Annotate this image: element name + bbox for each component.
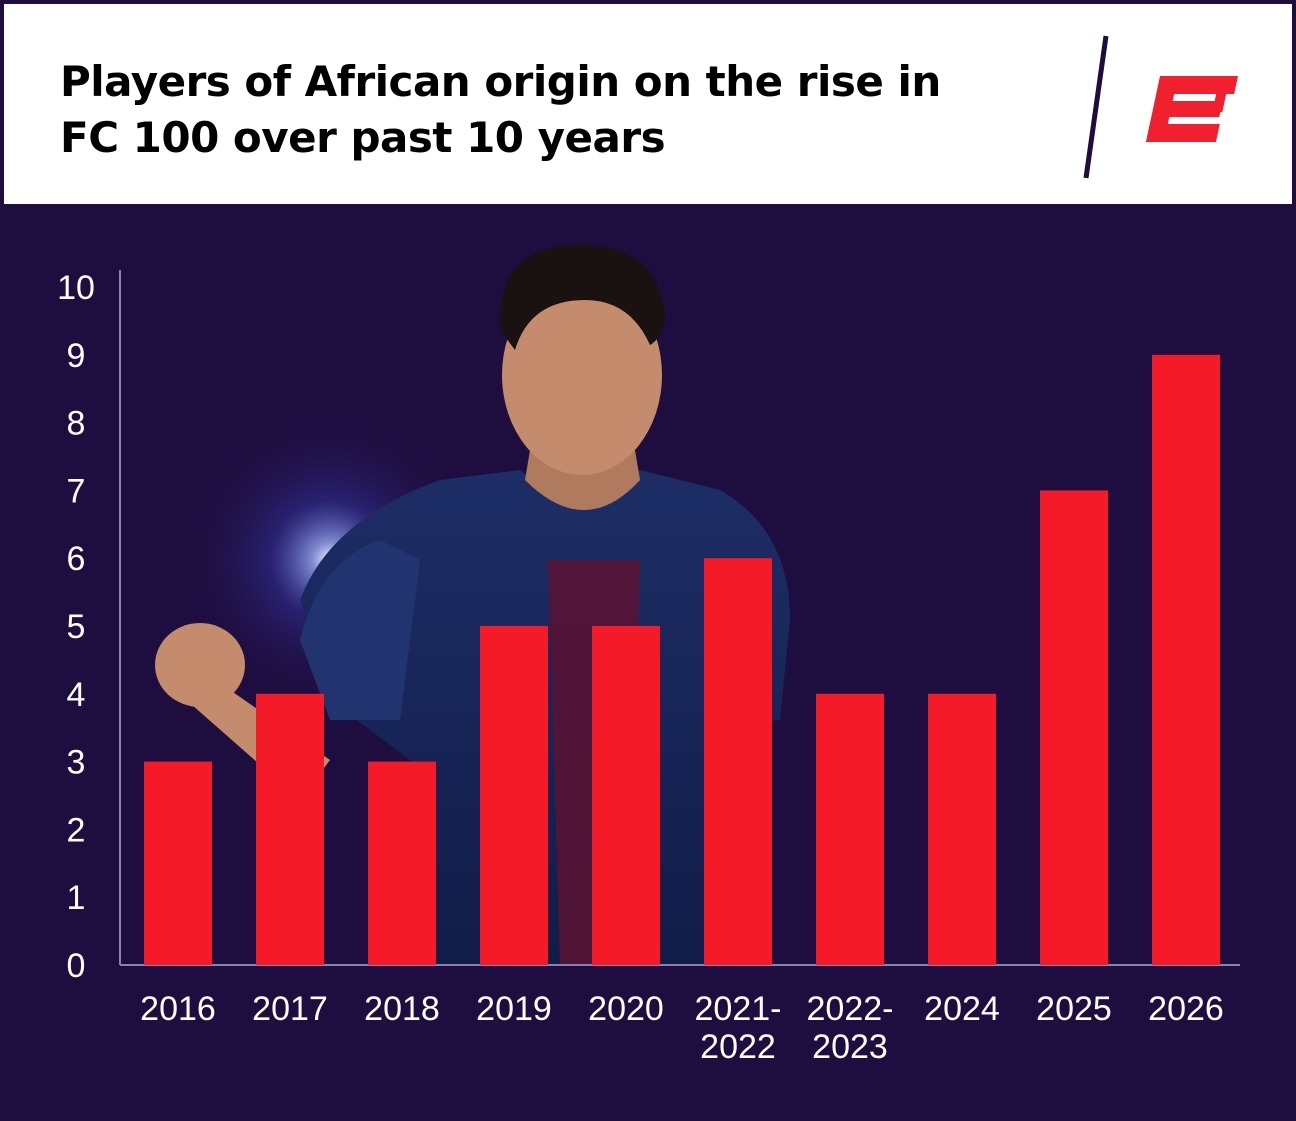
y-tick-label: 6 [67,540,86,578]
y-tick-label: 9 [67,337,86,375]
bar [704,558,772,965]
header-panel: Players of African origin on the rise in… [4,4,1292,204]
x-tick-label: 2022-2023 [807,990,894,1066]
bar [1040,490,1108,965]
y-tick-label: 7 [67,472,86,510]
x-tick-label: 2026 [1148,990,1224,1028]
player-sleeve [300,540,420,720]
player-hair [499,244,665,350]
bar [144,761,212,965]
y-tick-label: 2 [67,811,86,849]
x-tick-label: 2016 [140,990,216,1028]
bar [592,626,660,965]
x-tick-label: 2025 [1036,990,1112,1028]
espn-logo [1074,32,1274,182]
y-axis-ticks: 0 1 2 3 4 5 6 7 8 9 10 [57,269,95,985]
x-tick-label: 2021-2022 [695,990,782,1066]
y-tick-label: 1 [67,879,86,917]
page-title: Players of African origin on the rise in… [60,57,941,162]
x-tick-label: 2019 [476,990,552,1028]
x-tick-label: 2020 [588,990,664,1028]
x-tick-label: 2017 [252,990,328,1028]
player-head [502,275,662,475]
player-photo [155,244,790,965]
player-fist [155,623,245,707]
y-tick-label: 0 [67,947,86,985]
y-tick-label: 8 [67,405,86,443]
bar [480,626,548,965]
bar [256,693,324,965]
bar [816,693,884,965]
x-tick-label: 2018 [364,990,440,1028]
x-axis-ticks: 2016 2017 2018 2019 2020 2021-2022 2022-2023 20… [140,990,1224,1066]
bars [144,354,1220,965]
y-tick-label: 3 [67,744,86,782]
bar [1152,354,1220,965]
y-tick-label: 4 [67,676,86,714]
y-tick-label: 10 [57,269,95,307]
y-tick-label: 5 [67,608,86,646]
espn-e-logo-icon [1083,35,1238,179]
bar [368,761,436,965]
x-tick-label: 2024 [924,990,1000,1028]
bar [928,693,996,965]
